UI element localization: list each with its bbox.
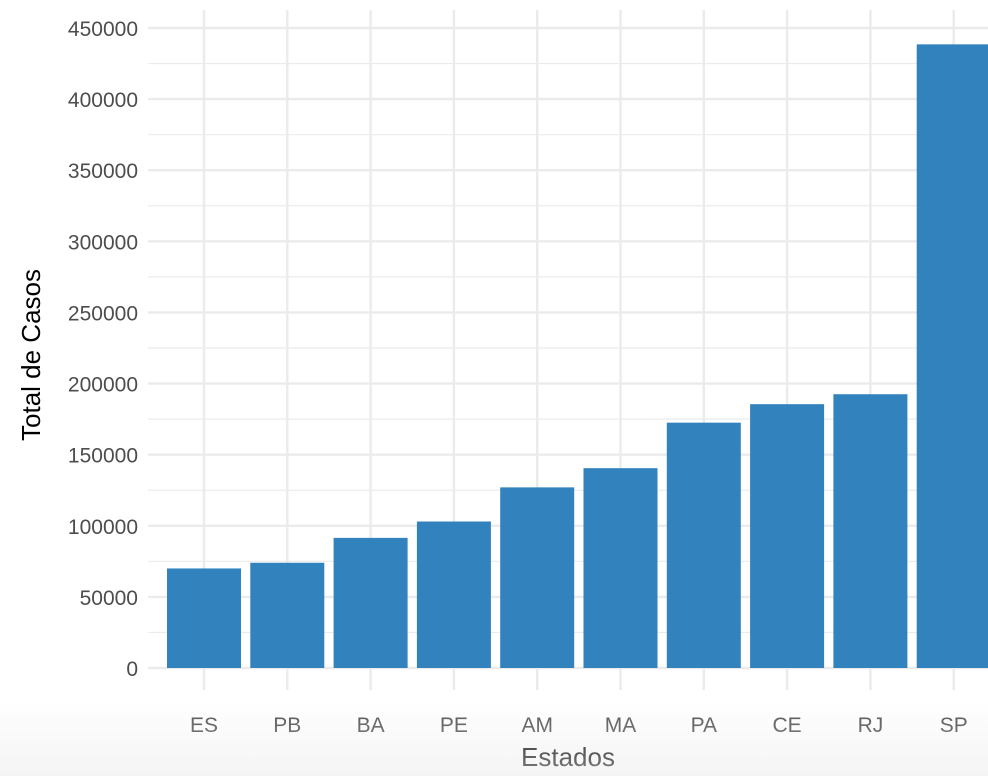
bar-ma: [583, 468, 658, 668]
x-tick-label: MA: [605, 714, 637, 737]
y-tick-label: 450000: [68, 18, 138, 41]
y-axis-title: Total de Casos: [16, 269, 46, 441]
y-tick-label: 150000: [68, 445, 138, 468]
x-tick-label: AM: [521, 714, 553, 737]
y-tick-label: 0: [126, 658, 138, 681]
x-tick-label: PA: [691, 714, 717, 737]
y-tick-label: 350000: [68, 160, 138, 183]
y-tick-label: 100000: [68, 516, 138, 539]
bar-rj: [833, 394, 908, 668]
y-tick-label: 50000: [80, 587, 138, 610]
y-tick-label: 400000: [68, 89, 138, 112]
bar-es: [167, 568, 241, 668]
bars: [167, 44, 988, 669]
bar-ba: [333, 537, 408, 668]
y-tick-label: 250000: [68, 302, 138, 325]
y-tick-label: 300000: [68, 231, 138, 254]
x-axis-title: Estados: [521, 742, 615, 772]
x-tick-label: SP: [940, 714, 968, 737]
x-tick-label: PE: [440, 714, 468, 737]
x-tick-label: PB: [273, 714, 301, 737]
x-tick-label: CE: [773, 714, 802, 737]
bar-pa: [666, 422, 741, 668]
bar-am: [500, 487, 575, 668]
x-tick-label: ES: [190, 714, 218, 737]
y-axis-ticks: 0 50000 100000 150000 200000 250000 300000 3500…: [68, 18, 138, 681]
bar-pb: [250, 562, 325, 668]
y-tick-label: 200000: [68, 374, 138, 397]
x-tick-label: BA: [357, 714, 385, 737]
bar-sp: [916, 44, 988, 669]
bar-ce: [750, 404, 825, 668]
bar-pe: [416, 521, 491, 668]
x-axis-ticks: ES PB BA PE AM MA PA CE RJ SP: [190, 714, 968, 737]
x-tick-label: RJ: [858, 714, 884, 737]
